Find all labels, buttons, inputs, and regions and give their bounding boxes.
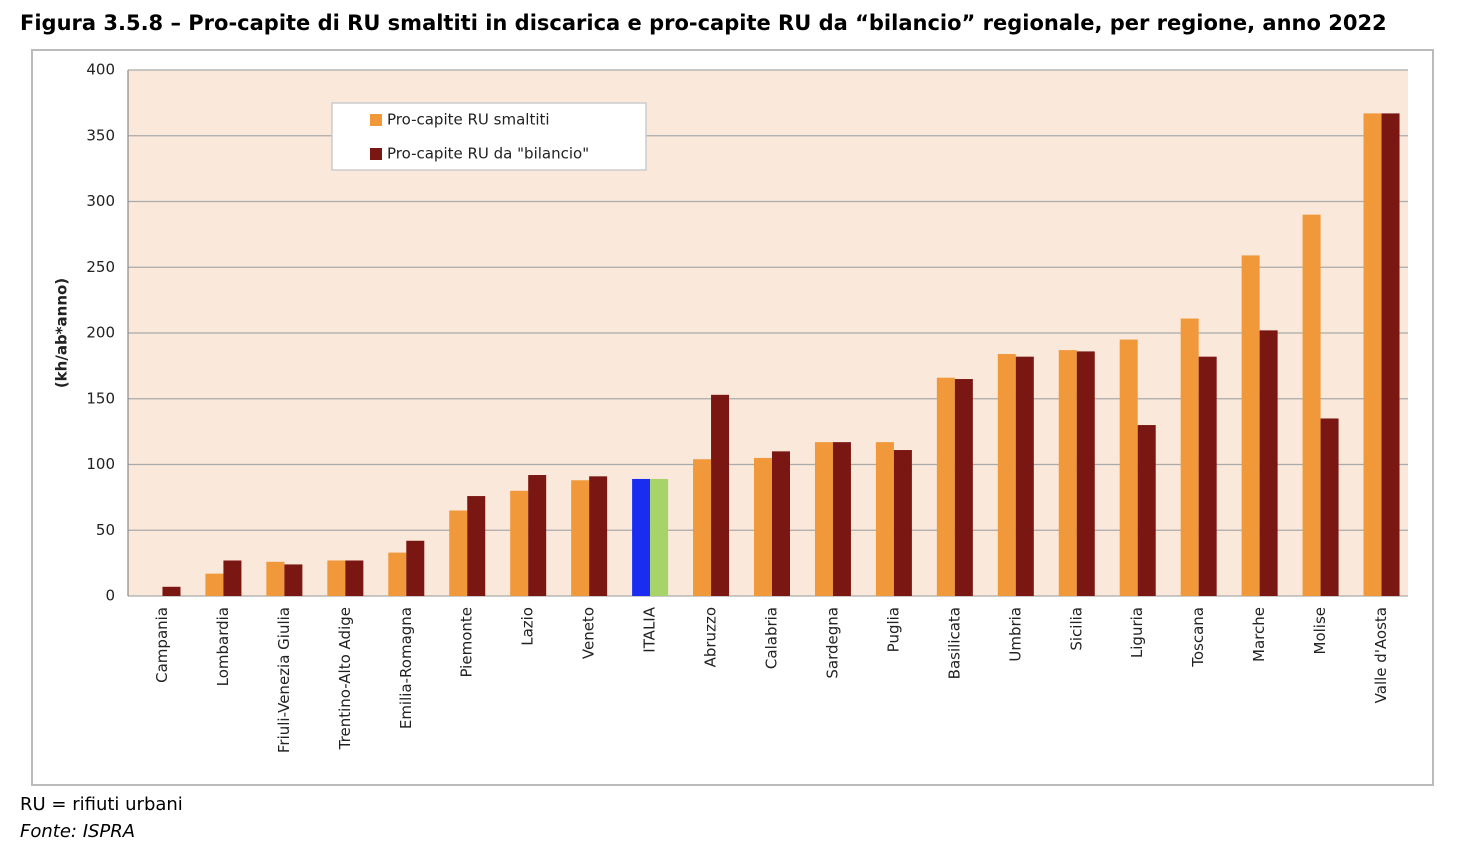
bar	[284, 564, 303, 596]
bar	[1259, 330, 1278, 596]
bar	[467, 496, 486, 596]
x-tick-label: Liguria	[1128, 607, 1146, 658]
legend-box	[331, 102, 647, 171]
x-tick-label: Sardegna	[823, 607, 841, 679]
legend-label: Pro-capite RU smaltiti	[387, 111, 550, 129]
y-tick-label: 250	[86, 258, 115, 276]
chart-title: Figura 3.5.8 – Pro-capite di RU smaltiti…	[20, 11, 1387, 35]
bar	[1363, 113, 1382, 597]
bar	[1198, 356, 1217, 596]
x-tick-label: ITALIA	[641, 606, 659, 652]
x-tick-label: Veneto	[580, 607, 598, 659]
bar	[589, 476, 608, 596]
bar	[162, 586, 181, 596]
bar	[1119, 339, 1138, 596]
y-tick-label: 100	[86, 455, 115, 473]
bar	[1015, 356, 1034, 596]
bar	[205, 573, 224, 596]
x-tick-label: Piemonte	[458, 607, 476, 678]
bar	[449, 510, 468, 596]
y-tick-label: 0	[105, 587, 115, 605]
bar	[832, 442, 851, 596]
y-axis-label: (kh/ab*anno)	[53, 278, 71, 388]
legend-label: Pro-capite RU da "bilancio"	[387, 145, 589, 163]
y-tick-label: 200	[86, 324, 115, 342]
x-tick-label: Molise	[1311, 607, 1329, 655]
x-tick-label: Valle d'Aosta	[1372, 607, 1390, 703]
x-tick-label: Calabria	[763, 607, 781, 669]
x-tick-label: Lombardia	[214, 607, 232, 686]
bar	[632, 478, 651, 596]
y-tick-label: 350	[86, 126, 115, 144]
bar	[266, 561, 285, 596]
bar	[1137, 425, 1156, 596]
x-tick-label: Abruzzo	[702, 607, 720, 667]
bar	[936, 377, 955, 596]
bar	[388, 552, 407, 596]
bar	[997, 354, 1016, 596]
bar	[1320, 418, 1339, 596]
y-tick-label: 400	[86, 61, 115, 79]
y-tick-label: 50	[96, 521, 115, 539]
bar	[1381, 113, 1400, 597]
x-tick-label: Campania	[153, 607, 171, 683]
bar	[875, 442, 894, 596]
x-tick-label: Friuli-Venezia Giulia	[275, 607, 293, 753]
bar	[1180, 318, 1199, 596]
x-tick-label: Umbria	[1006, 607, 1024, 662]
bar	[711, 394, 730, 596]
legend-swatch	[370, 114, 382, 126]
x-tick-label: Sicilia	[1067, 607, 1085, 651]
y-tick-label: 150	[86, 389, 115, 407]
x-tick-label: Basilicata	[945, 607, 963, 679]
x-tick-label: Lazio	[519, 607, 537, 646]
x-tick-label: Toscana	[1189, 607, 1207, 668]
bar	[814, 442, 833, 596]
x-tick-label: Emilia-Romagna	[397, 607, 415, 729]
note: RU = rifiuti urbani	[20, 794, 183, 815]
bar	[571, 480, 590, 596]
bar	[327, 560, 346, 596]
bar	[772, 451, 790, 596]
bar	[1076, 351, 1095, 596]
bar	[893, 450, 912, 596]
bar	[1058, 350, 1077, 596]
note: Fonte: ISPRA	[20, 821, 135, 842]
x-tick-label: Marche	[1250, 607, 1268, 662]
bar	[693, 459, 712, 596]
bar	[223, 560, 242, 596]
x-tick-label: Trentino-Alto Adige	[336, 607, 354, 750]
x-tick-label: Puglia	[884, 607, 902, 652]
bar	[754, 457, 772, 596]
bar	[1302, 214, 1321, 596]
legend-swatch	[370, 148, 382, 160]
bar	[345, 560, 364, 596]
bar	[406, 540, 425, 596]
bar	[650, 478, 669, 596]
bar	[1241, 255, 1260, 597]
bar	[954, 379, 973, 596]
bar	[510, 490, 529, 596]
y-tick-label: 300	[86, 192, 115, 210]
bar	[528, 475, 547, 596]
